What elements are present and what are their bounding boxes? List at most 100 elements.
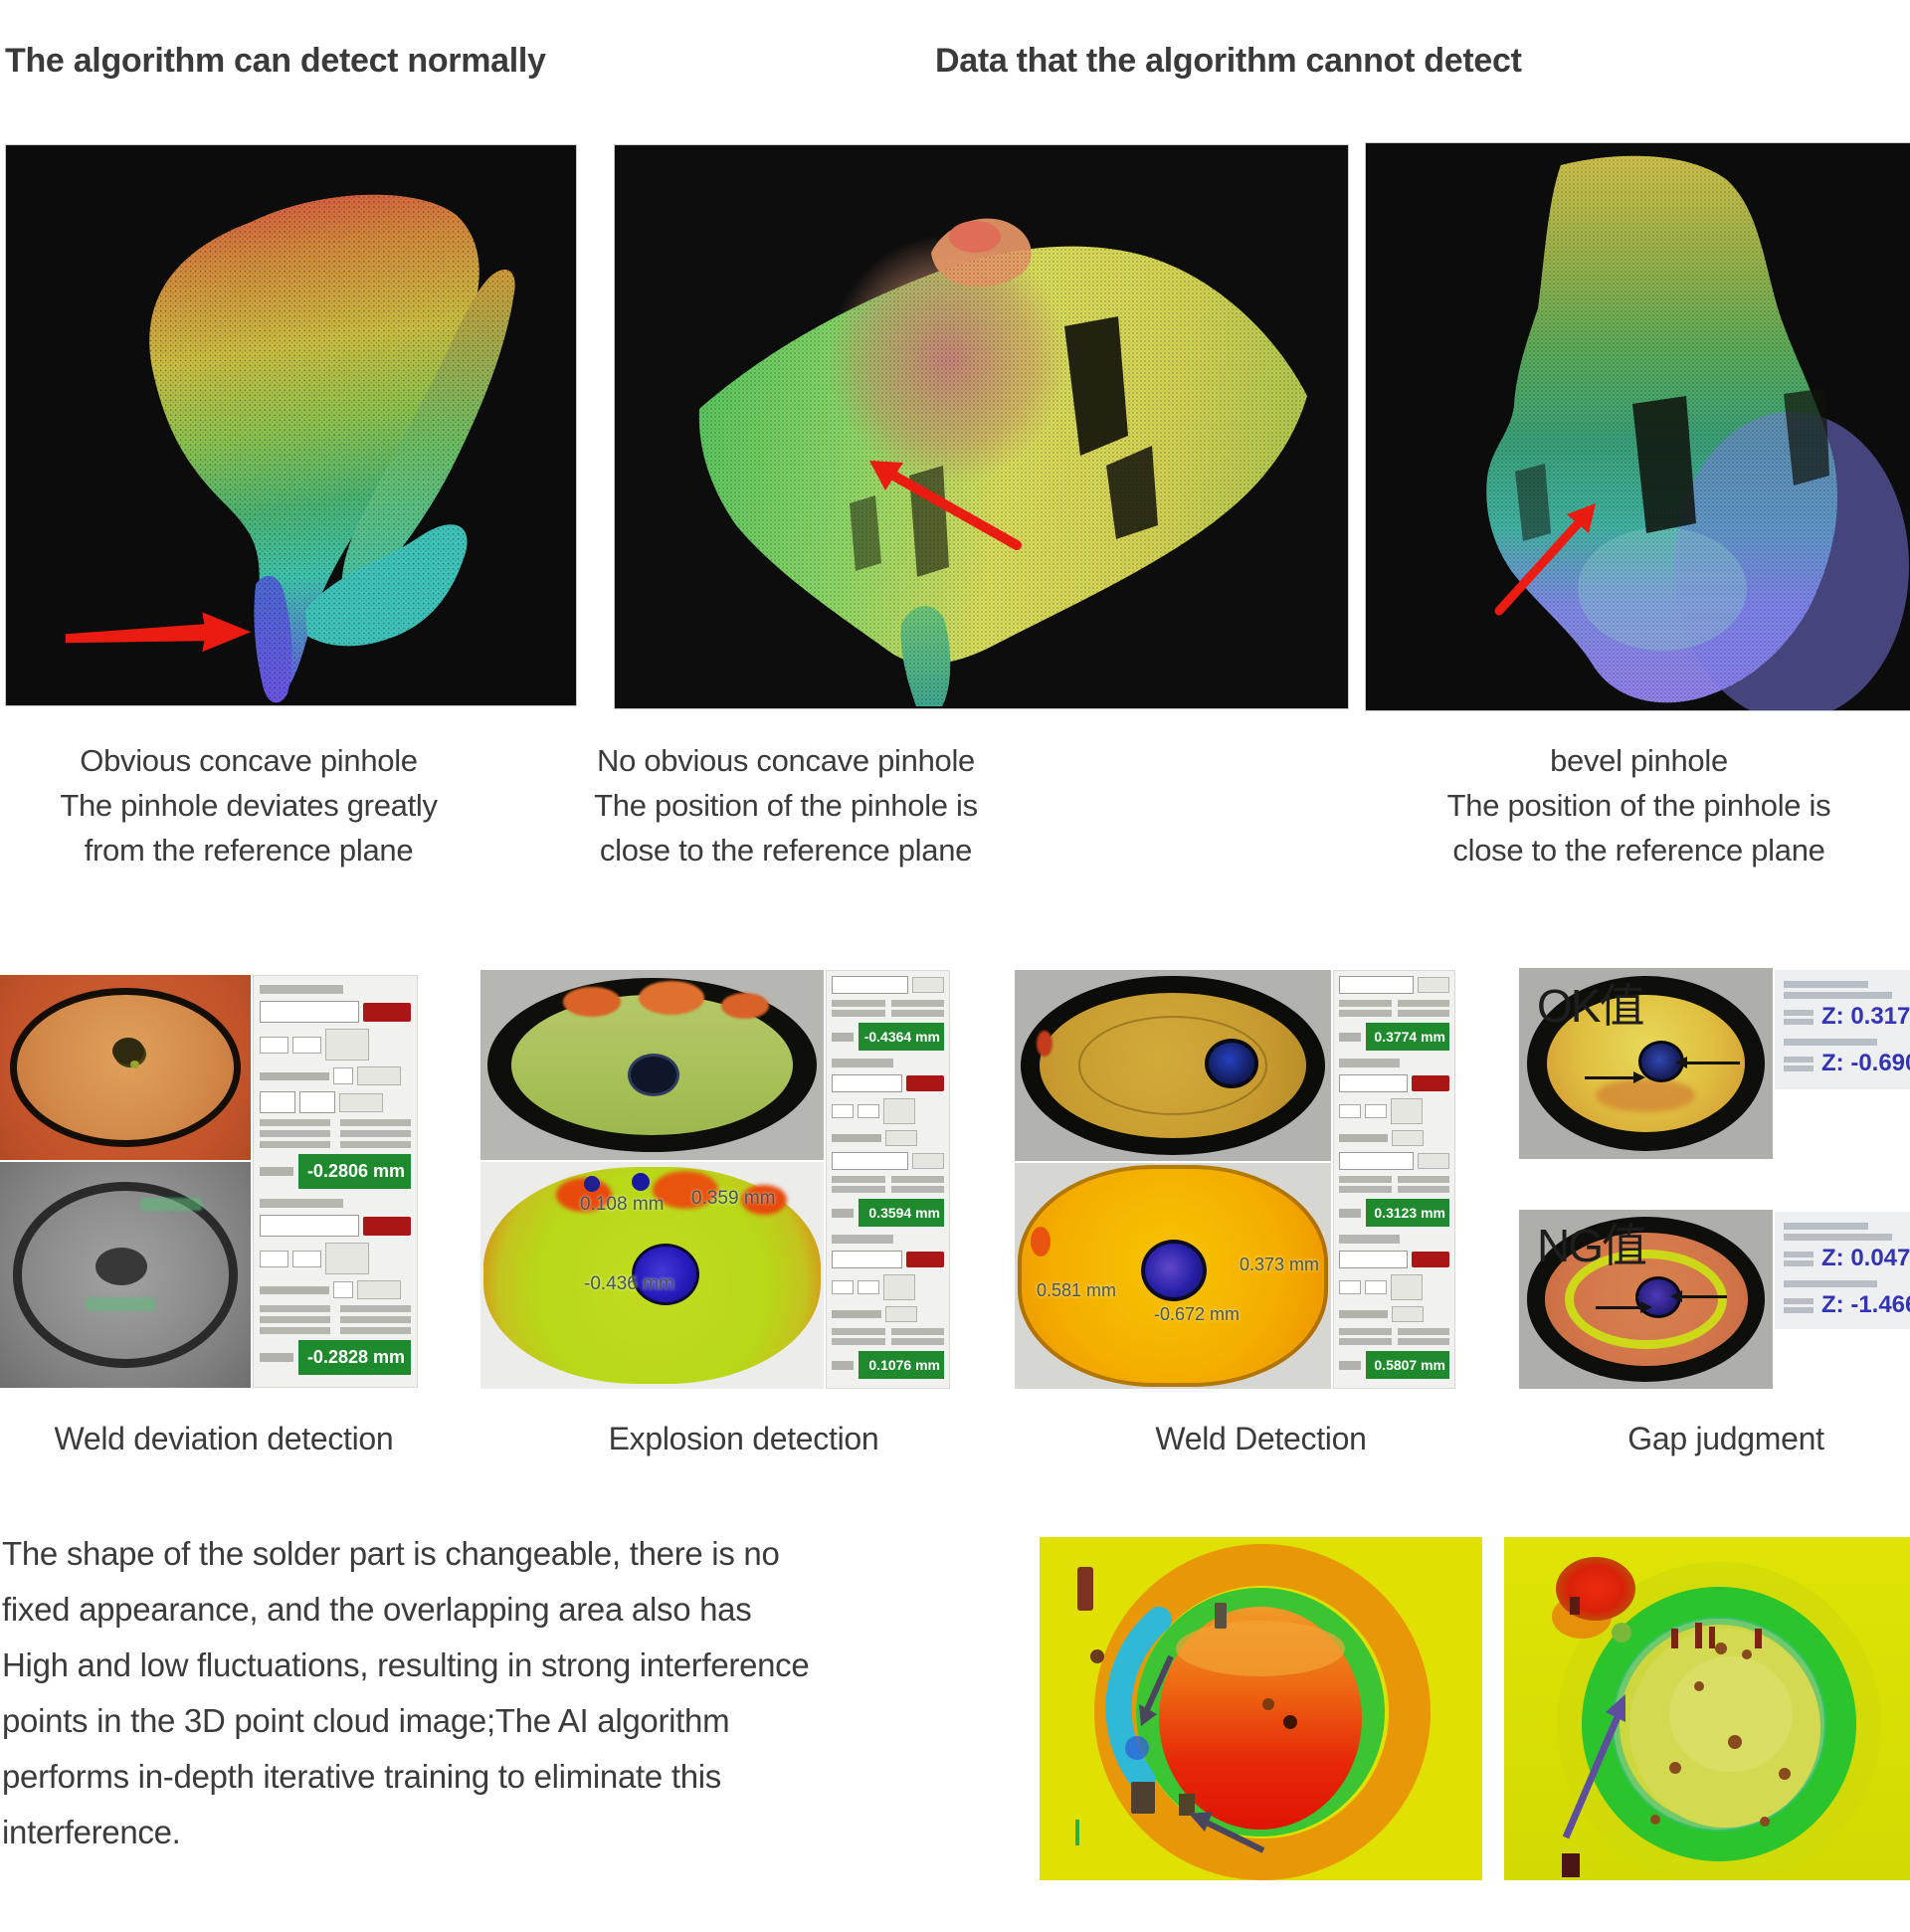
yellow-ring <box>1564 1249 1728 1350</box>
green-label-smudge <box>85 1297 155 1312</box>
hot-spot <box>562 987 621 1018</box>
weld-pool <box>10 988 241 1147</box>
gap-arrow-left <box>1595 1301 1652 1314</box>
gap-ng-info-box: Z: 0.047 Z: -1.466 <box>1775 1212 1910 1329</box>
caption-line: Obvious concave pinhole <box>80 743 418 778</box>
pointcloud-surface <box>1486 155 1909 710</box>
pointcloud-surface <box>698 218 1307 706</box>
paragraph-line: fixed appearance, and the overlapping ar… <box>2 1591 752 1628</box>
gap-arrow-right <box>1670 1290 1728 1303</box>
header-right: Data that the algorithm cannot detect <box>935 42 1522 80</box>
gap-ng-image: NG值 <box>1519 1210 1773 1389</box>
pointcloud-figure-3 <box>1365 142 1910 711</box>
measure-annotation: 0.359 mm <box>691 1188 776 1209</box>
result-value: 0.3123 mm <box>1366 1199 1449 1227</box>
hot-spot <box>741 1184 788 1215</box>
pointcloud-surface <box>149 194 515 703</box>
red-patch <box>1037 1031 1053 1058</box>
heatmap-after-ai <box>1504 1537 1910 1880</box>
header-left: The algorithm can detect normally <box>5 42 546 80</box>
caption-line: The pinhole deviates greatly <box>60 788 438 823</box>
red-arrow-1 <box>65 612 252 653</box>
result-value: 0.5807 mm <box>1366 1351 1449 1379</box>
result-value: -0.2828 mm <box>298 1340 411 1375</box>
paragraph-line: performs in-depth iterative training to … <box>2 1758 721 1795</box>
z-value: Z: -0.690 <box>1821 1050 1910 1076</box>
paragraph-line: The shape of the solder part is changeab… <box>2 1535 780 1572</box>
pointcloud-figure-1 <box>5 144 577 706</box>
purple-arrow <box>1562 1694 1625 1839</box>
measurement-control-panel-3: 0.3774 mm 0.3123 mm 0.5807 mm <box>1333 970 1455 1389</box>
pinhole <box>1204 1039 1258 1089</box>
weld-deviation-image-top <box>0 975 251 1160</box>
measurement-control-panel-1: -0.2806 mm -0.2828 mm <box>253 975 418 1388</box>
gap-arrow-right <box>1675 1057 1741 1069</box>
hot-spot <box>1030 1226 1050 1256</box>
explosion-image-top <box>480 970 824 1160</box>
weld-detection-image-top <box>1015 970 1331 1161</box>
weld-detection-image-heatmap: 0.581 mm 0.373 mm -0.672 mm <box>1015 1163 1331 1389</box>
result-value: 0.1076 mm <box>859 1351 944 1379</box>
panel-caption-1: Weld deviation detection <box>54 1421 394 1456</box>
red-arrow-3 <box>1494 503 1596 616</box>
hot-spot <box>638 981 704 1016</box>
z-value: Z: 0.317 <box>1821 1003 1910 1030</box>
orange-patch <box>1595 1078 1695 1113</box>
heatmap-right-svg <box>1504 1537 1910 1880</box>
pinhole <box>1141 1240 1208 1302</box>
pinhole <box>631 1244 699 1306</box>
heatmap-before-ai <box>1040 1537 1482 1880</box>
result-value: 0.3594 mm <box>859 1199 944 1227</box>
hot-spot <box>720 992 769 1019</box>
result-value: -0.2806 mm <box>298 1154 411 1189</box>
caption-line: The position of the pinhole is <box>1446 788 1831 823</box>
weld-contour <box>1077 1016 1268 1115</box>
blue-spot <box>583 1175 600 1192</box>
dark-bars <box>1671 1623 1762 1648</box>
paragraph-line: interference. <box>2 1814 181 1850</box>
measurement-control-panel-2: -0.4364 mm 0.3594 mm 0.1076 mm <box>826 970 950 1389</box>
pointcloud-2-svg <box>615 145 1348 708</box>
panel-caption-2: Explosion detection <box>608 1421 879 1456</box>
caption-line: from the reference plane <box>84 833 414 868</box>
z-value: Z: 0.047 <box>1821 1245 1910 1271</box>
result-value: -0.4364 mm <box>859 1023 944 1051</box>
weld-deviation-image-bottom <box>0 1162 251 1388</box>
dark-arrow <box>1189 1812 1265 1853</box>
pointcloud-figure-2 <box>614 144 1349 709</box>
ng-label: NG值 <box>1537 1220 1647 1271</box>
heatmap-left-svg <box>1040 1537 1482 1880</box>
caption-line: close to the reference plane <box>599 833 973 868</box>
caption-line: No obvious concave pinhole <box>597 743 975 778</box>
dark-arrow <box>1139 1654 1174 1726</box>
paragraph-line: High and low fluctuations, resulting in … <box>2 1646 810 1683</box>
caption-line: bevel pinhole <box>1550 743 1728 778</box>
figure-caption-2: No obvious concave pinhole The position … <box>552 738 1020 872</box>
z-value: Z: -1.466 <box>1821 1291 1910 1318</box>
panel-caption-4: Gap judgment <box>1627 1421 1824 1456</box>
pinhole <box>95 1248 147 1286</box>
figure-caption-1: Obvious concave pinhole The pinhole devi… <box>0 738 497 872</box>
pointcloud-3-svg <box>1366 143 1910 710</box>
figure-caption-3: bevel pinhole The position of the pinhol… <box>1368 738 1910 872</box>
result-value: 0.3774 mm <box>1366 1023 1449 1051</box>
panel-caption-3: Weld Detection <box>1155 1421 1367 1456</box>
red-blob <box>1556 1557 1635 1621</box>
pinhole <box>628 1054 680 1097</box>
measure-annotation: 0.108 mm <box>580 1194 665 1215</box>
spatter-dots <box>1650 1642 1791 1827</box>
measure-annotation: -0.672 mm <box>1154 1304 1241 1324</box>
paragraph-line: points in the 3D point cloud image;The A… <box>2 1702 730 1739</box>
measure-annotation: 0.581 mm <box>1037 1280 1117 1300</box>
fleck <box>130 1060 140 1068</box>
hot-spot <box>652 1171 718 1210</box>
measure-annotation: 0.373 mm <box>1240 1255 1320 1274</box>
explosion-image-heatmap: 0.108 mm 0.359 mm -0.436 mm <box>480 1162 824 1389</box>
gap-arrow-left <box>1585 1071 1646 1084</box>
caption-line: The position of the pinhole is <box>594 788 978 823</box>
gap-ok-image: OK值 <box>1519 968 1773 1159</box>
pointcloud-1-svg <box>6 145 576 705</box>
blue-spot <box>631 1173 650 1192</box>
green-label-smudge <box>140 1198 203 1212</box>
